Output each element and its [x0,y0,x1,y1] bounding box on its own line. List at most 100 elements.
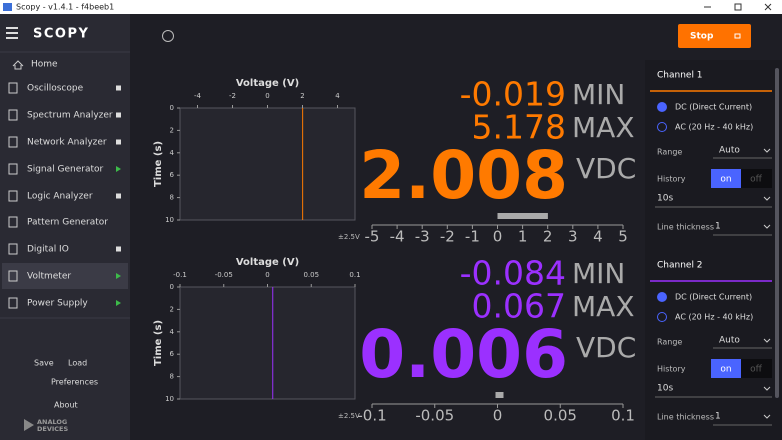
tool-item[interactable]: Spectrum Analyzer [27,111,113,121]
scale-tick-label: 2 [543,228,553,246]
dc-option[interactable]: DC (Direct Current) [675,293,752,302]
chevron [763,386,771,391]
ac-radio[interactable] [657,122,667,132]
scale-tick-label: 0.05 [544,407,577,425]
x-tick-label: -4 [194,92,202,100]
y-tick-label: 8 [170,373,174,381]
max-value: 5.178 [472,108,566,147]
info-button[interactable] [162,30,174,42]
toggle-on-bg[interactable] [711,359,741,378]
history-plot-title: Voltage (V) [236,257,299,268]
y-tick-label: 4 [170,328,175,336]
dc-value: 2.008 [359,137,568,214]
history-dropdown[interactable]: 10s [657,194,673,204]
scale-tick-label: 0 [493,407,503,425]
thickness-dropdown[interactable]: 1 [715,412,721,422]
range-label: Range [657,148,682,157]
tool-item[interactable]: Signal Generator [27,165,104,175]
toggle-on[interactable]: on [720,175,731,185]
tool-icon [8,82,18,94]
stop-button[interactable] [678,24,751,48]
brand: DEVICES [37,425,68,433]
ac-option[interactable]: AC (20 Hz - 40 kHz) [675,123,753,132]
toggle-on-bg[interactable] [711,169,741,188]
menu-button[interactable] [6,27,18,39]
ac-option[interactable]: AC (20 Hz - 40 kHz) [675,313,753,322]
preferences-button[interactable]: Preferences [51,378,98,387]
window-controls[interactable] [704,3,772,11]
about-button[interactable]: About [54,401,78,410]
toggle-off-bg[interactable] [741,359,772,378]
toggle-off[interactable]: off [750,175,763,185]
min-value: -0.019 [460,75,566,114]
tool-item[interactable]: Oscilloscope [27,84,84,94]
range-dropdown[interactable]: Auto [719,336,740,346]
tool-item[interactable]: Pattern Generator [27,218,108,228]
ac-radio[interactable] [657,312,667,322]
window-title: Scopy - v1.4.1 - f4beeb1 [16,3,114,12]
scale-tick-label: 3 [568,228,578,246]
tool-status [116,112,121,118]
chevron [763,148,771,153]
tool-item[interactable]: Voltmeter [27,272,71,282]
run-button-label[interactable]: Stop [690,32,714,42]
tool-run[interactable] [116,273,121,279]
tool-item[interactable]: Power Supply [27,299,88,309]
max-label: MAX [572,111,635,144]
y-tick-label: 2 [170,305,174,313]
load-button[interactable]: Load [68,359,87,368]
scale-tick-label: -1 [465,228,480,246]
channel-title: Channel 2 [657,261,703,271]
min-value: -0.084 [460,254,566,293]
x-tick-label: -0.1 [173,271,187,279]
max-label: MAX [572,290,635,323]
x-tick-label: 0 [265,92,269,100]
min-label: MIN [572,78,625,111]
unit-label: VDC [576,331,636,364]
x-tick-label: 0.05 [303,271,319,279]
tool-item[interactable]: Network Analyzer [27,138,107,148]
thickness-dropdown[interactable]: 1 [715,222,721,232]
history-dropdown[interactable]: 10s [657,384,673,394]
dc-value: 0.006 [359,316,568,393]
dc-radio[interactable] [657,292,667,302]
y-tick-label: 6 [170,171,175,179]
y-tick-label: 6 [170,350,175,358]
scale-tick-label: -2 [440,228,455,246]
y-tick-label: 10 [165,216,174,224]
scale-indicator [497,213,548,219]
x-tick-label: 2 [300,92,304,100]
home-link[interactable]: Home [31,60,58,70]
scale-tick-label: -0.05 [415,407,454,425]
scale-tick-label: 5 [618,228,628,246]
chevron [763,196,771,201]
history-plot-title: Voltage (V) [236,78,299,89]
toggle-off-bg[interactable] [741,169,772,188]
x-tick-label: 4 [335,92,340,100]
history-label: History [657,175,686,184]
scale-tick-label: -0.1 [357,407,386,425]
toggle-off[interactable]: off [750,365,763,375]
tool-icon [8,190,18,202]
dc-option[interactable]: DC (Direct Current) [675,103,752,112]
app-icon [3,3,12,11]
tool-item[interactable]: Digital IO [27,245,69,255]
history-plot-area [179,286,356,400]
unit-label: VDC [576,152,636,185]
tool-item[interactable]: Logic Analyzer [27,192,93,202]
toggle-on[interactable]: on [720,365,731,375]
range-dropdown[interactable]: Auto [719,146,740,156]
scale-tick-label: -3 [415,228,430,246]
scale-range-label: ±2.5V [338,233,360,241]
save-button[interactable]: Save [34,359,54,368]
dc-radio[interactable] [657,102,667,112]
tool-status [116,246,121,252]
tool-run[interactable] [116,300,121,306]
thickness-label: Line thickness [657,223,714,232]
scrollbar[interactable] [775,68,779,398]
y-tick-label: 4 [170,149,175,157]
title-bar [0,0,782,14]
tool-run[interactable] [116,166,121,172]
history-y-label: Time (s) [153,141,164,187]
